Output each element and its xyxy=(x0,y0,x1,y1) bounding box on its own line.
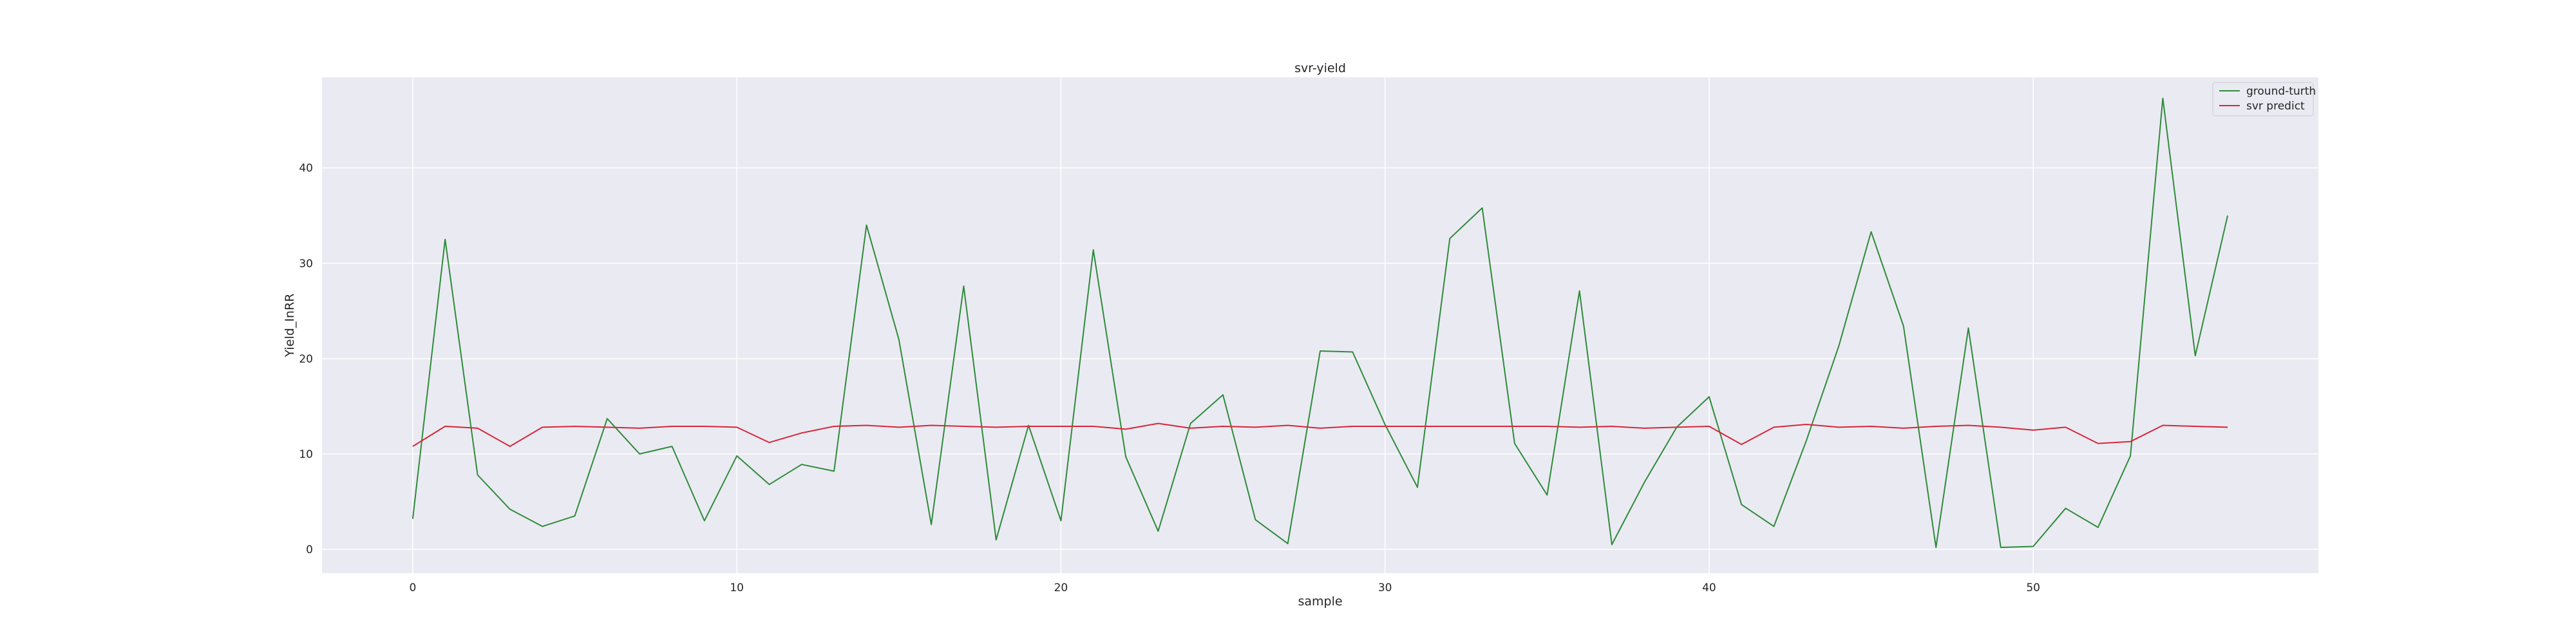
x-tick-label: 10 xyxy=(730,582,744,594)
y-tick-labels: 0 10 20 30 40 xyxy=(299,162,313,556)
x-tick-labels: 0 10 20 30 40 50 xyxy=(409,582,2040,594)
x-tick-label: 30 xyxy=(1378,582,1392,594)
x-axis-label: sample xyxy=(1298,594,1342,609)
legend: ground-turth svr predict xyxy=(2212,82,2316,117)
legend-label-svr-predict: svr predict xyxy=(2246,100,2305,113)
x-tick-label: 20 xyxy=(1054,582,1068,594)
series-lines xyxy=(412,97,2229,548)
plot-background xyxy=(322,77,2318,573)
y-tick-label: 40 xyxy=(299,162,313,175)
grid-lines xyxy=(322,77,2318,573)
series-line-svr-predict xyxy=(412,422,2228,448)
x-tick-label: 40 xyxy=(1702,582,1716,594)
y-tick-label: 20 xyxy=(299,353,313,366)
legend-label-ground-turth: ground-turth xyxy=(2246,85,2316,98)
chart-title: svr-yield xyxy=(1294,61,1346,75)
y-tick-label: 0 xyxy=(306,544,313,556)
y-axis-label: Yield_InRR xyxy=(283,294,297,358)
y-tick-label: 10 xyxy=(299,448,313,461)
y-tick-label: 30 xyxy=(299,258,313,270)
x-tick-label: 50 xyxy=(2026,582,2040,594)
series-line-ground-turth xyxy=(412,97,2229,548)
x-tick-label: 0 xyxy=(409,582,416,594)
